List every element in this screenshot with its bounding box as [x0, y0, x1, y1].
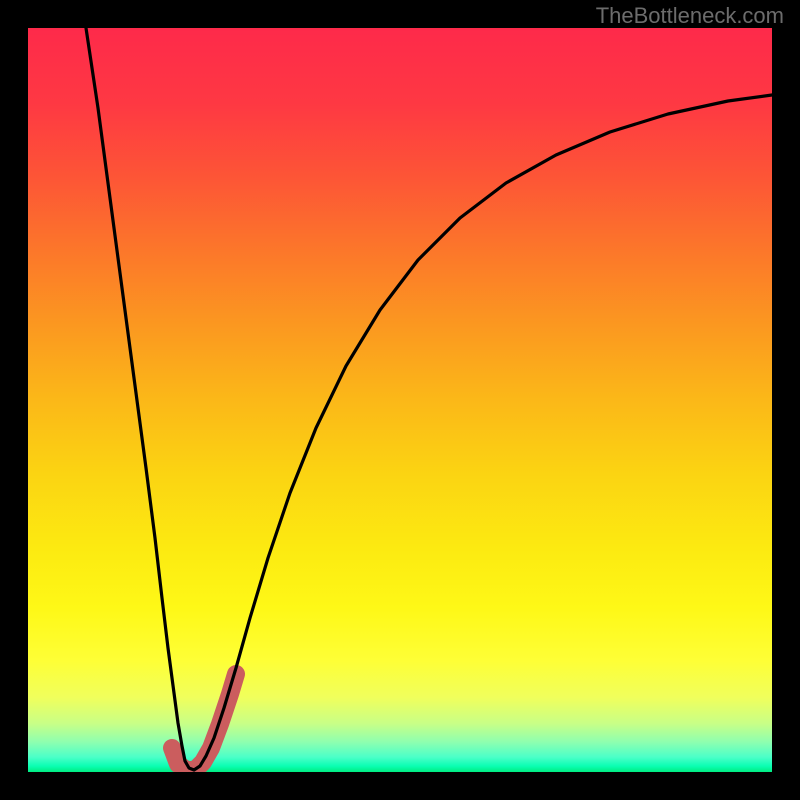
watermark-text: TheBottleneck.com: [596, 3, 784, 29]
chart-plot-area: [28, 28, 772, 772]
bottleneck-curve: [28, 28, 772, 772]
